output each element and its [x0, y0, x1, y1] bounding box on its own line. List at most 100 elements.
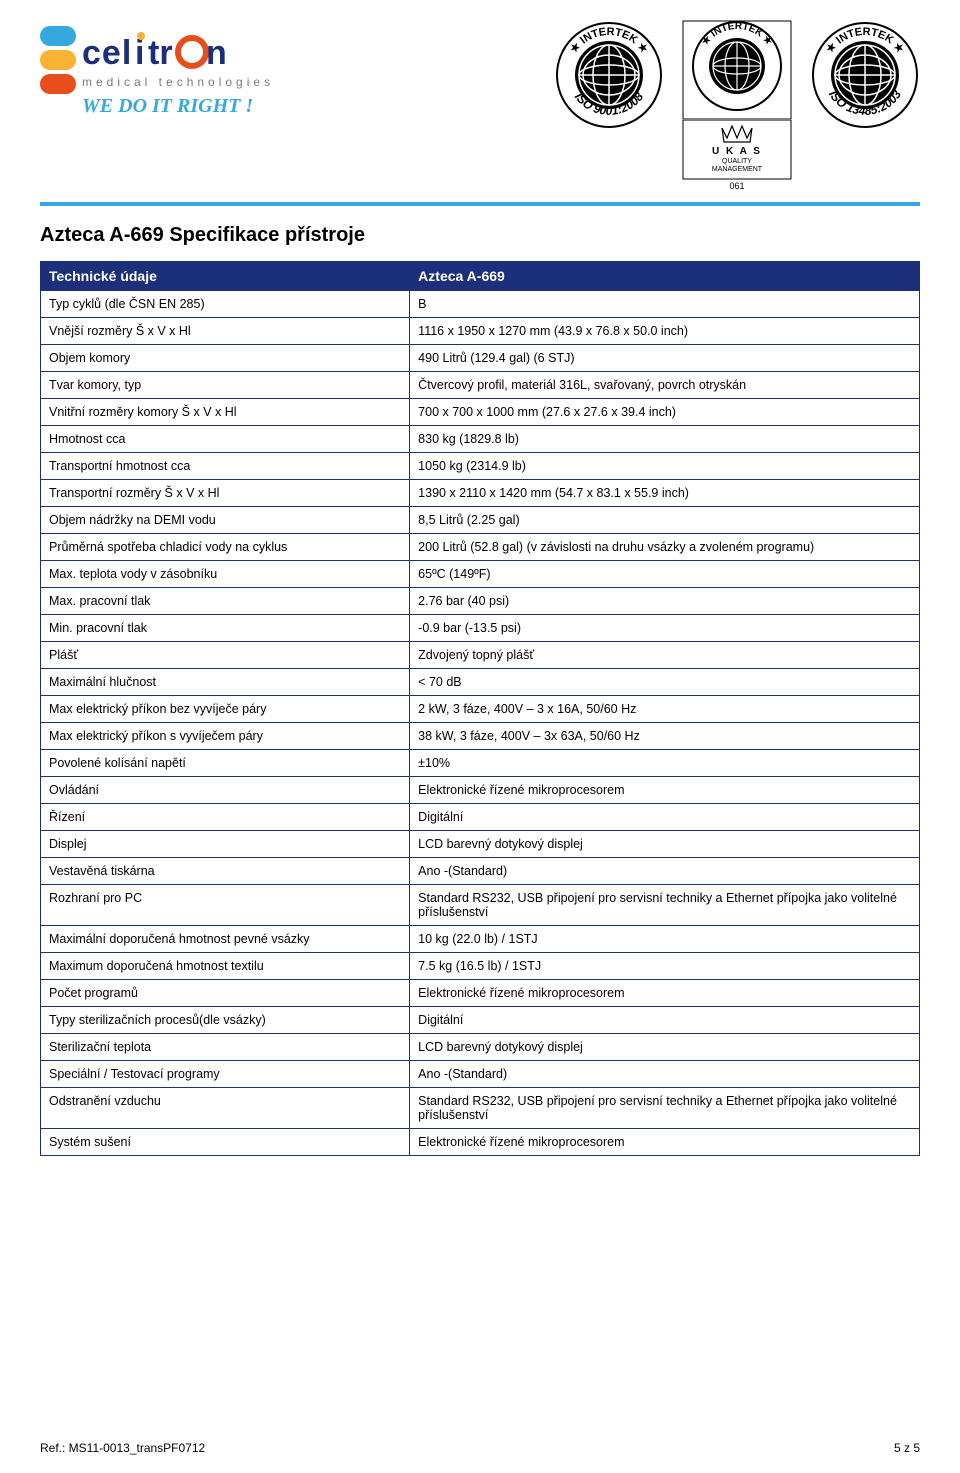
specification-table: Technické údaje Azteca A-669 Typ cyklů (…	[40, 261, 920, 1156]
spec-label: Sterilizační teplota	[41, 1033, 410, 1060]
spec-label: Displej	[41, 830, 410, 857]
spec-label: Povolené kolísání napětí	[41, 749, 410, 776]
spec-value: Elektronické řízené mikroprocesorem	[410, 979, 920, 1006]
spec-label: Typ cyklů (dle ČSN EN 285)	[41, 290, 410, 317]
table-row: ŘízeníDigitální	[41, 803, 920, 830]
table-row: OvládáníElektronické řízené mikroproceso…	[41, 776, 920, 803]
spec-label: Max elektrický příkon s vyvíječem páry	[41, 722, 410, 749]
svg-text:U K A S: U K A S	[712, 146, 762, 157]
spec-value: 200 Litrů (52.8 gal) (v závislosti na dr…	[410, 533, 920, 560]
spec-label: Maximální doporučená hmotnost pevné vsáz…	[41, 925, 410, 952]
spec-label: Typy sterilizačních procesů(dle vsázky)	[41, 1006, 410, 1033]
table-row: Max. pracovní tlak2.76 bar (40 psi)	[41, 587, 920, 614]
spec-value: Digitální	[410, 803, 920, 830]
spec-label: Maximum doporučená hmotnost textilu	[41, 952, 410, 979]
intertek-globe-icon: ★ INTERTEK ★ ISO 13485:2003	[810, 20, 920, 130]
spec-value: Zdvojený topný plášť	[410, 641, 920, 668]
spec-label: Objem nádržky na DEMI vodu	[41, 506, 410, 533]
spec-value: 7.5 kg (16.5 lb) / 1STJ	[410, 952, 920, 979]
spec-value: 1116 x 1950 x 1270 mm (43.9 x 76.8 x 50.…	[410, 317, 920, 344]
spec-label: Max. pracovní tlak	[41, 587, 410, 614]
brand-subtitle: medical technologies	[82, 75, 270, 89]
spec-label: Hmotnost cca	[41, 425, 410, 452]
spec-label: Rozhraní pro PC	[41, 884, 410, 925]
spec-label: Maximální hlučnost	[41, 668, 410, 695]
spec-label: Tvar komory, typ	[41, 371, 410, 398]
spec-value: 2 kW, 3 fáze, 400V – 3 x 16A, 50/60 Hz	[410, 695, 920, 722]
spec-label: Transportní rozměry Š x V x Hl	[41, 479, 410, 506]
spec-value: 2.76 bar (40 psi)	[410, 587, 920, 614]
spec-label: Vnější rozměry Š x V x Hl	[41, 317, 410, 344]
spec-value: 1390 x 2110 x 1420 mm (54.7 x 83.1 x 55.…	[410, 479, 920, 506]
spec-value: 830 kg (1829.8 lb)	[410, 425, 920, 452]
table-row: Max elektrický příkon s vyvíječem páry38…	[41, 722, 920, 749]
spec-label: Odstranění vzduchu	[41, 1087, 410, 1128]
spec-value: Čtvercový profil, materiál 316L, svařova…	[410, 371, 920, 398]
page-title: Azteca A-669 Specifikace přístroje	[40, 224, 920, 247]
spec-label: Transportní hmotnost cca	[41, 452, 410, 479]
table-row: Odstranění vzduchuStandard RS232, USB př…	[41, 1087, 920, 1128]
spec-label: Vestavěná tiskárna	[41, 857, 410, 884]
brand-logo: cel i tr n medical technologies WE DO IT…	[40, 20, 270, 130]
spec-label: Ovládání	[41, 776, 410, 803]
table-row: Počet programůElektronické řízené mikrop…	[41, 979, 920, 1006]
spec-value: Elektronické řízené mikroprocesorem	[410, 776, 920, 803]
certification-badges: ★ INTERTEK ★ ISO 9001:2008 ★ IN	[554, 20, 920, 192]
svg-text:cel: cel	[82, 34, 132, 72]
badge-ukas: ★ INTERTEK ★ U K A S QUALITY MANAGEMENT	[682, 20, 792, 192]
spec-value: Ano -(Standard)	[410, 1060, 920, 1087]
spec-label: Vnitřní rozměry komory Š x V x Hl	[41, 398, 410, 425]
table-row: Systém sušeníElektronické řízené mikropr…	[41, 1128, 920, 1155]
badge-iso9001: ★ INTERTEK ★ ISO 9001:2008	[554, 20, 664, 130]
spec-value: < 70 dB	[410, 668, 920, 695]
badge-iso13485: ★ INTERTEK ★ ISO 13485:2003	[810, 20, 920, 130]
spec-value: -0.9 bar (-13.5 psi)	[410, 614, 920, 641]
page-header: cel i tr n medical technologies WE DO IT…	[40, 20, 920, 192]
table-row: Max. teplota vody v zásobníku65ºC (149ºF…	[41, 560, 920, 587]
spec-label: Speciální / Testovací programy	[41, 1060, 410, 1087]
spec-value: 8,5 Litrů (2.25 gal)	[410, 506, 920, 533]
table-row: Tvar komory, typČtvercový profil, materi…	[41, 371, 920, 398]
svg-text:QUALITY: QUALITY	[722, 158, 752, 165]
table-row: DisplejLCD barevný dotykový displej	[41, 830, 920, 857]
table-row: Průměrná spotřeba chladicí vody na cyklu…	[41, 533, 920, 560]
spec-value: 1050 kg (2314.9 lb)	[410, 452, 920, 479]
spec-value: B	[410, 290, 920, 317]
table-row: PlášťZdvojený topný plášť	[41, 641, 920, 668]
intertek-ukas-icon: ★ INTERTEK ★	[682, 20, 792, 120]
page-footer: Ref.: MS11-0013_transPF0712 5 z 5	[40, 1441, 920, 1455]
spec-value: LCD barevný dotykový displej	[410, 830, 920, 857]
table-row: Hmotnost cca830 kg (1829.8 lb)	[41, 425, 920, 452]
table-row: Min. pracovní tlak-0.9 bar (-13.5 psi)	[41, 614, 920, 641]
table-row: Maximální doporučená hmotnost pevné vsáz…	[41, 925, 920, 952]
table-row: Transportní rozměry Š x V x Hl1390 x 211…	[41, 479, 920, 506]
spec-label: Řízení	[41, 803, 410, 830]
table-row: Speciální / Testovací programyAno -(Stan…	[41, 1060, 920, 1087]
table-row: Max elektrický příkon bez vyvíječe páry2…	[41, 695, 920, 722]
table-row: Typy sterilizačních procesů(dle vsázky)D…	[41, 1006, 920, 1033]
spec-value: Elektronické řízené mikroprocesorem	[410, 1128, 920, 1155]
brand-slogan: WE DO IT RIGHT !	[82, 95, 253, 117]
spec-label: Objem komory	[41, 344, 410, 371]
footer-reference: Ref.: MS11-0013_transPF0712	[40, 1441, 205, 1455]
table-header-row: Technické údaje Azteca A-669	[41, 261, 920, 290]
spec-label: Max. teplota vody v zásobníku	[41, 560, 410, 587]
intertek-globe-icon: ★ INTERTEK ★ ISO 9001:2008	[554, 20, 664, 130]
spec-value: Standard RS232, USB připojení pro servis…	[410, 1087, 920, 1128]
table-row: Objem komory490 Litrů (129.4 gal) (6 STJ…	[41, 344, 920, 371]
svg-text:MANAGEMENT: MANAGEMENT	[712, 166, 763, 173]
spec-value: 65ºC (149ºF)	[410, 560, 920, 587]
spec-label: Počet programů	[41, 979, 410, 1006]
spec-value: ±10%	[410, 749, 920, 776]
table-row: Rozhraní pro PCStandard RS232, USB připo…	[41, 884, 920, 925]
spec-label: Min. pracovní tlak	[41, 614, 410, 641]
svg-text:tr: tr	[148, 34, 173, 72]
celitron-logo-svg: cel i tr n medical technologies WE DO IT…	[40, 20, 270, 130]
ukas-crown-icon: U K A S QUALITY MANAGEMENT	[682, 120, 792, 180]
table-row: Maximum doporučená hmotnost textilu7.5 k…	[41, 952, 920, 979]
ukas-number: 061	[729, 182, 744, 192]
spec-label: Plášť	[41, 641, 410, 668]
table-row: Povolené kolísání napětí±10%	[41, 749, 920, 776]
spec-value: Ano -(Standard)	[410, 857, 920, 884]
spec-value: 700 x 700 x 1000 mm (27.6 x 27.6 x 39.4 …	[410, 398, 920, 425]
